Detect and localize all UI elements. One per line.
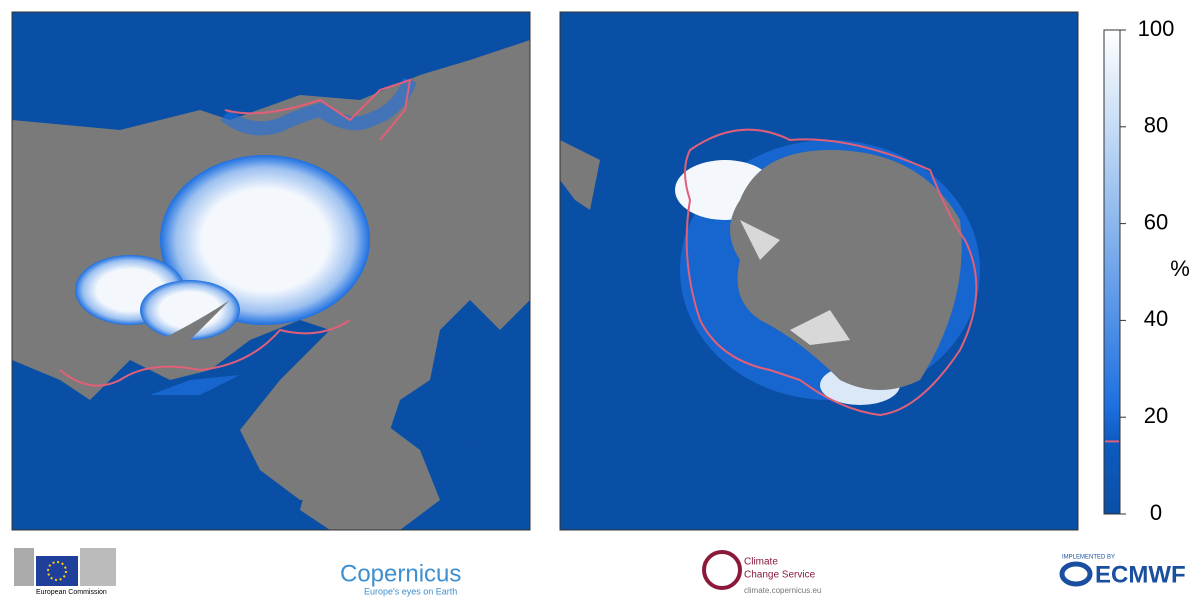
arctic-map: [12, 12, 530, 530]
colorbar-tick-label: 20: [1144, 403, 1168, 428]
colorbar-tick-label: 40: [1144, 306, 1168, 331]
ecmwf-pre: IMPLEMENTED BY: [1062, 555, 1115, 561]
copernicus-tagline: Europe's eyes on Earth: [364, 586, 457, 596]
colorbar-tick-label: 100: [1138, 16, 1175, 41]
ec-text: European Commission: [36, 589, 107, 596]
colorbar-tick-label: 60: [1144, 209, 1168, 234]
ecmwf-text: ECMWF: [1095, 561, 1186, 588]
colorbar-tick-label: 0: [1150, 500, 1162, 525]
copernicus-logo: Copernicus Europe's eyes on Earth: [340, 560, 461, 596]
ecmwf-logo: IMPLEMENTED BY ECMWF: [1059, 555, 1186, 588]
c3s-url: climate.copernicus.eu: [744, 586, 821, 595]
c3s-logo: Climate Change Service climate.copernicu…: [702, 550, 821, 595]
c3s-title-2: Change Service: [744, 570, 816, 581]
colorbar-unit: %: [1170, 256, 1190, 281]
colorbar: [1103, 29, 1121, 515]
ec-logo: European Commission: [14, 548, 116, 596]
c3s-title-1: Climate: [744, 557, 778, 568]
copernicus-text: Copernicus: [340, 560, 461, 587]
antarctic-map: [560, 12, 1078, 530]
colorbar-tick-label: 80: [1144, 113, 1168, 138]
